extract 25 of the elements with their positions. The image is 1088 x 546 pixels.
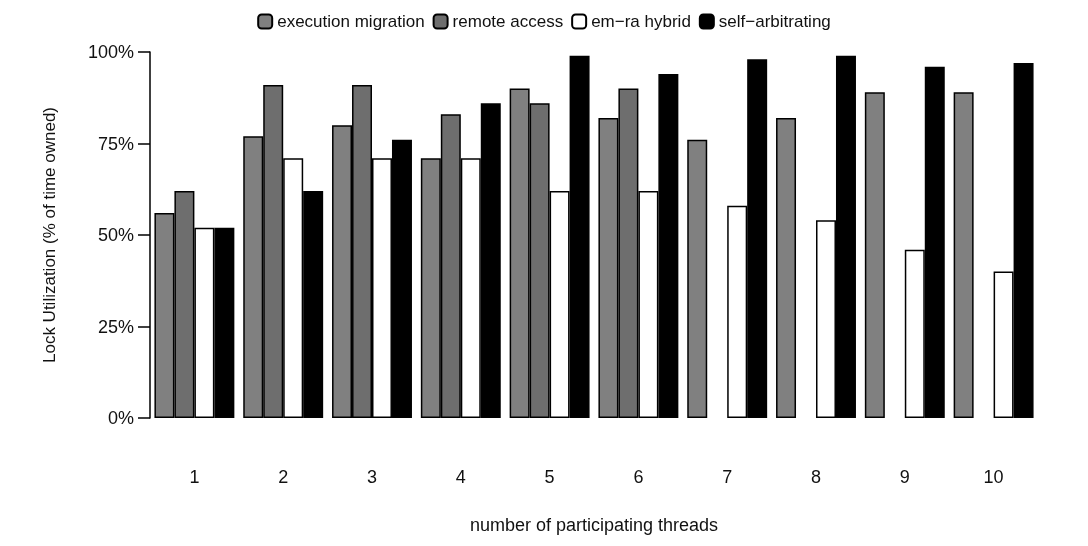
x-tick-label: 8 [810, 467, 822, 487]
legend-label: execution migration [277, 12, 425, 31]
x-tick-label: 7 [722, 467, 733, 487]
x-tick-label: 9 [899, 467, 910, 487]
x-tick-label: 6 [633, 467, 644, 487]
y-tick-label: 25% [97, 316, 134, 337]
x-tick-label: 3 [366, 467, 378, 487]
y-tick-label: 100% [87, 42, 134, 62]
bar [687, 139, 708, 418]
x-axis-title: number of participating threads [469, 515, 719, 535]
bar [953, 92, 974, 418]
legend-label: em−ra hybrid [591, 12, 691, 31]
y-tick-label: 75% [97, 133, 134, 154]
y-axis-title: Lock Utilization (% of time owned) [40, 106, 59, 364]
x-tick-label: 4 [455, 467, 466, 487]
legend-label: self−arbitrating [718, 12, 831, 31]
legend-label: remote access [452, 12, 564, 31]
x-tick-label: 1 [189, 467, 200, 487]
y-tick-label: 50% [97, 225, 134, 245]
x-tick-label: 2 [278, 467, 289, 487]
bar [776, 117, 797, 418]
x-tick-label: 5 [544, 467, 555, 487]
x-tick-label: 10 [983, 467, 1004, 487]
bar [864, 92, 885, 418]
y-tick-label: 0% [107, 408, 134, 428]
